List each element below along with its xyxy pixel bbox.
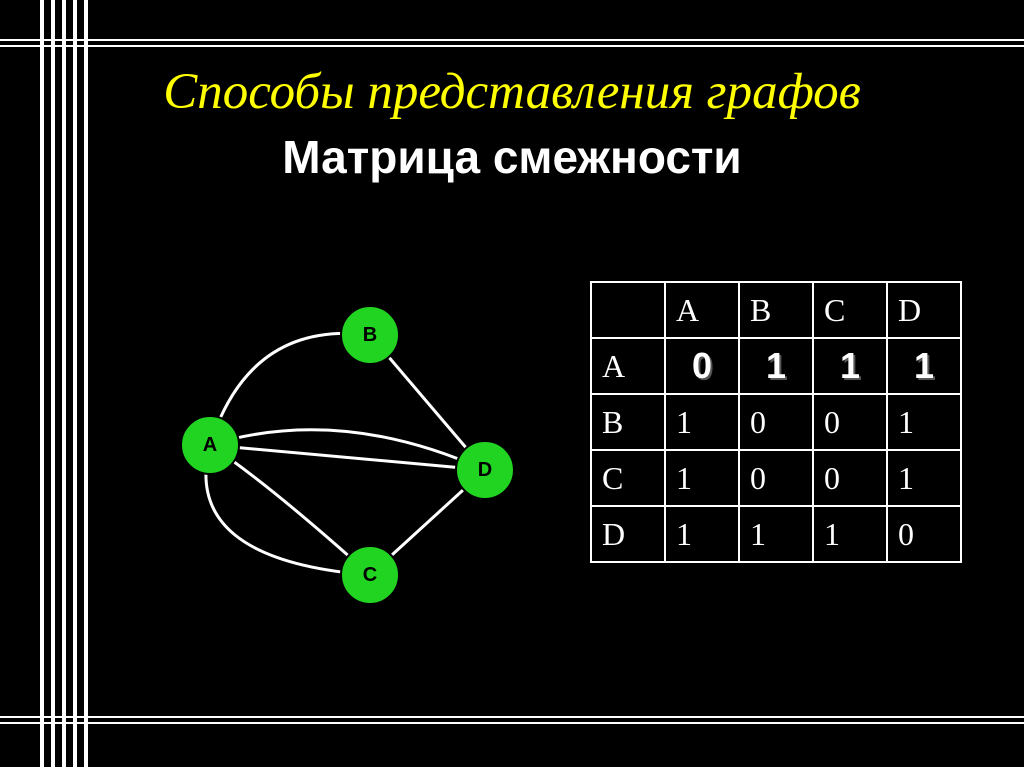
bottom-rule [0, 716, 1024, 728]
matrix-cell: 1 [887, 450, 961, 506]
matrix-cell: 0 [739, 394, 813, 450]
matrix-cell: 1 [813, 506, 887, 562]
graph-node-d: D [455, 440, 515, 500]
matrix-cell: 0 [887, 506, 961, 562]
graph-diagram: A B C D [140, 285, 560, 625]
matrix-cell: 1 [887, 338, 961, 394]
graph-node-label: D [478, 459, 492, 482]
matrix-cell: 1 [665, 450, 739, 506]
title-block: Способы представления графов Матрица сме… [0, 62, 1024, 184]
slide-subtitle: Матрица смежности [0, 130, 1024, 184]
matrix-cell: 1 [739, 506, 813, 562]
matrix-cell: 1 [813, 338, 887, 394]
matrix-header-cell: C [813, 282, 887, 338]
matrix-cell: 0 [813, 450, 887, 506]
matrix-cell: 1 [665, 394, 739, 450]
matrix-row-label: B [591, 394, 665, 450]
graph-node-label: C [363, 564, 377, 587]
matrix-cell: 1 [665, 506, 739, 562]
graph-edge [210, 445, 485, 470]
matrix-cell: 1 [739, 338, 813, 394]
matrix-cell: 0 [739, 450, 813, 506]
matrix-cell: 1 [887, 394, 961, 450]
matrix-row-label: A [591, 338, 665, 394]
matrix-header-cell: B [739, 282, 813, 338]
top-rule [0, 39, 1024, 51]
matrix-cell: 0 [813, 394, 887, 450]
graph-node-c: C [340, 545, 400, 605]
graph-node-b: B [340, 305, 400, 365]
matrix-header-cell: D [887, 282, 961, 338]
graph-node-a: A [180, 415, 240, 475]
matrix-cell: 0 [665, 338, 739, 394]
matrix-row-label: D [591, 506, 665, 562]
matrix-header-cell [591, 282, 665, 338]
content-area: ABCD ABCDA0111B1001C1001D1110 [140, 285, 980, 625]
slide-title: Способы представления графов [0, 62, 1024, 122]
matrix-header-cell: A [665, 282, 739, 338]
graph-node-label: B [363, 324, 377, 347]
matrix-table: ABCDA0111B1001C1001D1110 [590, 281, 962, 563]
graph-node-label: A [203, 434, 217, 457]
adjacency-matrix: ABCDA0111B1001C1001D1110 [590, 281, 962, 563]
matrix-row-label: C [591, 450, 665, 506]
